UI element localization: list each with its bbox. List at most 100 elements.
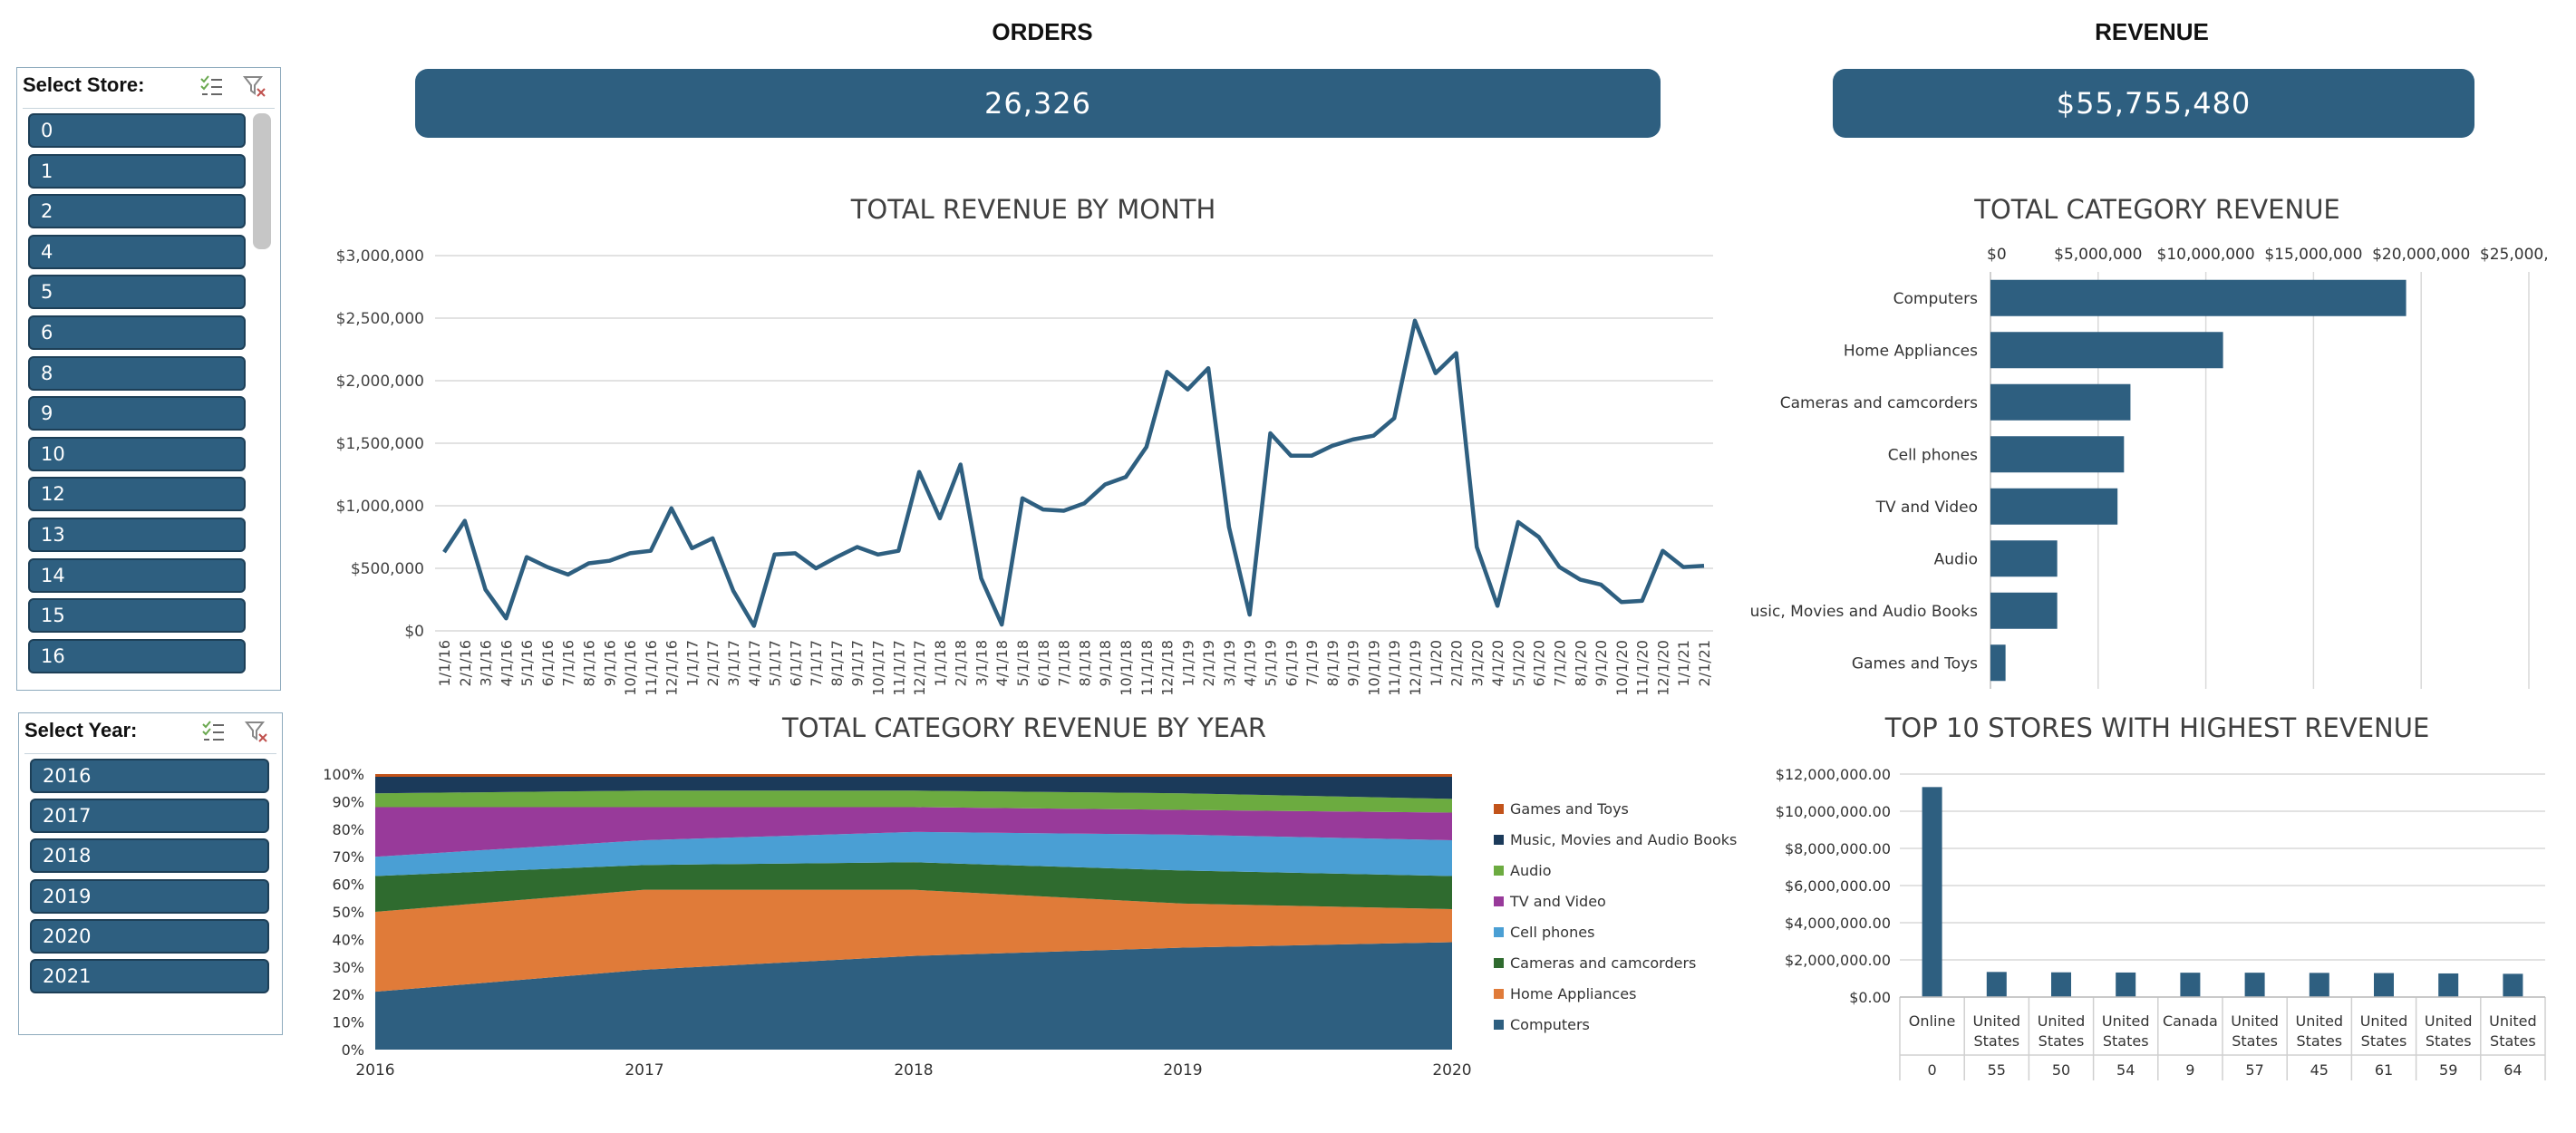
store-slicer-item[interactable]: 9 xyxy=(28,396,246,431)
category-bar xyxy=(1990,592,2058,629)
store-slicer-item[interactable]: 14 xyxy=(28,557,246,593)
y-tick-label: $12,000,000.00 xyxy=(1776,766,1891,783)
store-bar xyxy=(2116,972,2136,997)
store-slicer-item[interactable]: 4 xyxy=(28,234,246,269)
x-tick-label: 3/1/17 xyxy=(725,640,742,687)
year-slicer-item[interactable]: 2019 xyxy=(30,878,269,914)
x-tick-label: 8/1/16 xyxy=(581,640,598,687)
store-id-label: 9 xyxy=(2185,1061,2194,1079)
area-series-cameras-and-camcorders xyxy=(375,862,1452,912)
category-label: Games and Toys xyxy=(1852,654,1978,673)
store-country-label: States xyxy=(2039,1032,2085,1050)
store-slicer-scrollbar[interactable] xyxy=(253,113,271,249)
store-bar xyxy=(2438,973,2459,997)
store-slicer-item[interactable]: 16 xyxy=(28,638,246,673)
clear-filter-icon[interactable] xyxy=(242,73,267,99)
x-tick-label: 8/1/19 xyxy=(1324,640,1341,687)
multi-select-icon[interactable] xyxy=(200,719,226,744)
y-tick-label: $500,000 xyxy=(351,560,424,578)
store-country-label: States xyxy=(2232,1032,2278,1050)
x-tick-label: 2016 xyxy=(355,1061,394,1080)
year-slicer-item[interactable]: 2018 xyxy=(30,838,269,874)
x-tick-label: 4/1/17 xyxy=(746,640,763,687)
store-slicer-item[interactable]: 0 xyxy=(28,113,246,148)
store-slicer-item[interactable]: 6 xyxy=(28,315,246,350)
store-bar xyxy=(1922,787,1942,997)
store-country-label: States xyxy=(2490,1032,2536,1050)
x-tick-label: 7/1/17 xyxy=(808,640,825,687)
y-tick-label: 40% xyxy=(332,931,364,948)
store-slicer-item[interactable]: 1 xyxy=(28,153,246,189)
store-slicer: Select Store: 0 1 2 4 5 6 8 9 10 12 13 14 15 16 xyxy=(16,67,281,691)
y-tick-label: 10% xyxy=(332,1014,364,1031)
x-tick-label: 2017 xyxy=(625,1061,663,1080)
x-tick-label: 8/1/17 xyxy=(828,640,846,687)
area-series-tv-and-video xyxy=(375,807,1452,857)
x-tick-label: $25,000,000 xyxy=(2480,246,2547,264)
y-tick-label: $2,000,000.00 xyxy=(1785,952,1891,969)
clear-filter-icon[interactable] xyxy=(244,719,269,744)
x-tick-label: 12/1/16 xyxy=(663,640,681,696)
store-slicer-item[interactable]: 12 xyxy=(28,477,246,512)
year-slicer-item[interactable]: 2016 xyxy=(30,759,269,793)
category-bar xyxy=(1990,488,2118,525)
store-country-label: States xyxy=(1973,1032,2019,1050)
x-tick-label: 11/1/19 xyxy=(1386,640,1403,696)
orders-title: ORDERS xyxy=(992,18,1093,45)
x-tick-label: $10,000,000 xyxy=(2157,246,2255,264)
x-tick-label: 12/1/19 xyxy=(1407,640,1424,696)
category-label: Cameras and camcorders xyxy=(1780,394,1978,412)
year-slicer-item[interactable]: 2020 xyxy=(30,918,269,954)
x-tick-label: 6/1/17 xyxy=(787,640,804,687)
store-slicer-item[interactable]: 5 xyxy=(28,275,246,310)
x-tick-label: $0 xyxy=(1987,246,2007,264)
store-slicer-item[interactable]: 10 xyxy=(28,436,246,471)
store-country-label: United xyxy=(2489,1012,2537,1030)
area-series-audio xyxy=(375,790,1452,813)
x-tick-label: 9/1/19 xyxy=(1345,640,1362,687)
store-slicer-item[interactable]: 13 xyxy=(28,518,246,552)
x-tick-label: 10/1/17 xyxy=(870,640,887,696)
category-label: Cell phones xyxy=(1888,446,1978,464)
store-country-label: United xyxy=(2038,1012,2086,1030)
legend-swatch xyxy=(1494,989,1504,999)
x-tick-label: 11/1/18 xyxy=(1138,640,1156,696)
store-id-label: 0 xyxy=(1928,1061,1937,1079)
area-series-home-appliances xyxy=(375,889,1452,993)
top-stores-chart-title: TOP 10 STORES WITH HIGHEST REVENUE xyxy=(1884,712,2430,743)
legend-label: Games and Toys xyxy=(1510,800,1629,818)
y-tick-label: 100% xyxy=(323,766,364,783)
revenue-title: REVENUE xyxy=(2095,18,2209,45)
x-tick-label: 2/1/17 xyxy=(704,640,721,687)
store-country-label: United xyxy=(2296,1012,2344,1030)
x-tick-label: $15,000,000 xyxy=(2264,246,2362,264)
x-tick-label: 7/1/16 xyxy=(560,640,577,687)
store-country-label: United xyxy=(2425,1012,2473,1030)
yearly-category-chart: 0% 10% 20% 30% 40% 50% 60% 70% 80% 90% 100% 2016 201… xyxy=(323,766,1737,1080)
multi-select-icon[interactable] xyxy=(199,73,224,99)
x-tick-label: 5/1/18 xyxy=(1014,640,1031,687)
y-tick-label: $3,000,000 xyxy=(336,247,424,266)
legend-label: Music, Movies and Audio Books xyxy=(1510,831,1737,848)
year-slicer-item[interactable]: 2021 xyxy=(30,959,269,993)
x-tick-label: 3/1/18 xyxy=(973,640,990,687)
legend-swatch xyxy=(1494,958,1504,968)
x-tick-label: 4/1/19 xyxy=(1242,640,1259,687)
category-label: Home Appliances xyxy=(1844,342,1978,360)
store-slicer-item[interactable]: 15 xyxy=(28,598,246,634)
x-tick-label: 3/1/19 xyxy=(1221,640,1238,687)
store-slicer-item[interactable]: 8 xyxy=(28,355,246,391)
store-bar xyxy=(2180,973,2201,997)
year-slicer-item[interactable]: 2017 xyxy=(30,799,269,834)
x-tick-label: 2020 xyxy=(1432,1061,1471,1080)
x-tick-label: 7/1/19 xyxy=(1303,640,1321,687)
x-tick-label: 6/1/18 xyxy=(1035,640,1052,687)
store-id-label: 59 xyxy=(2439,1061,2457,1079)
x-tick-label: 11/1/16 xyxy=(643,640,660,696)
store-slicer-item[interactable]: 2 xyxy=(28,194,246,229)
store-bar xyxy=(2244,973,2265,997)
x-tick-label: 1/1/16 xyxy=(436,640,453,687)
y-tick-label: 90% xyxy=(332,793,364,810)
x-tick-label: 11/1/17 xyxy=(890,640,907,696)
store-id-label: 45 xyxy=(2310,1061,2329,1079)
